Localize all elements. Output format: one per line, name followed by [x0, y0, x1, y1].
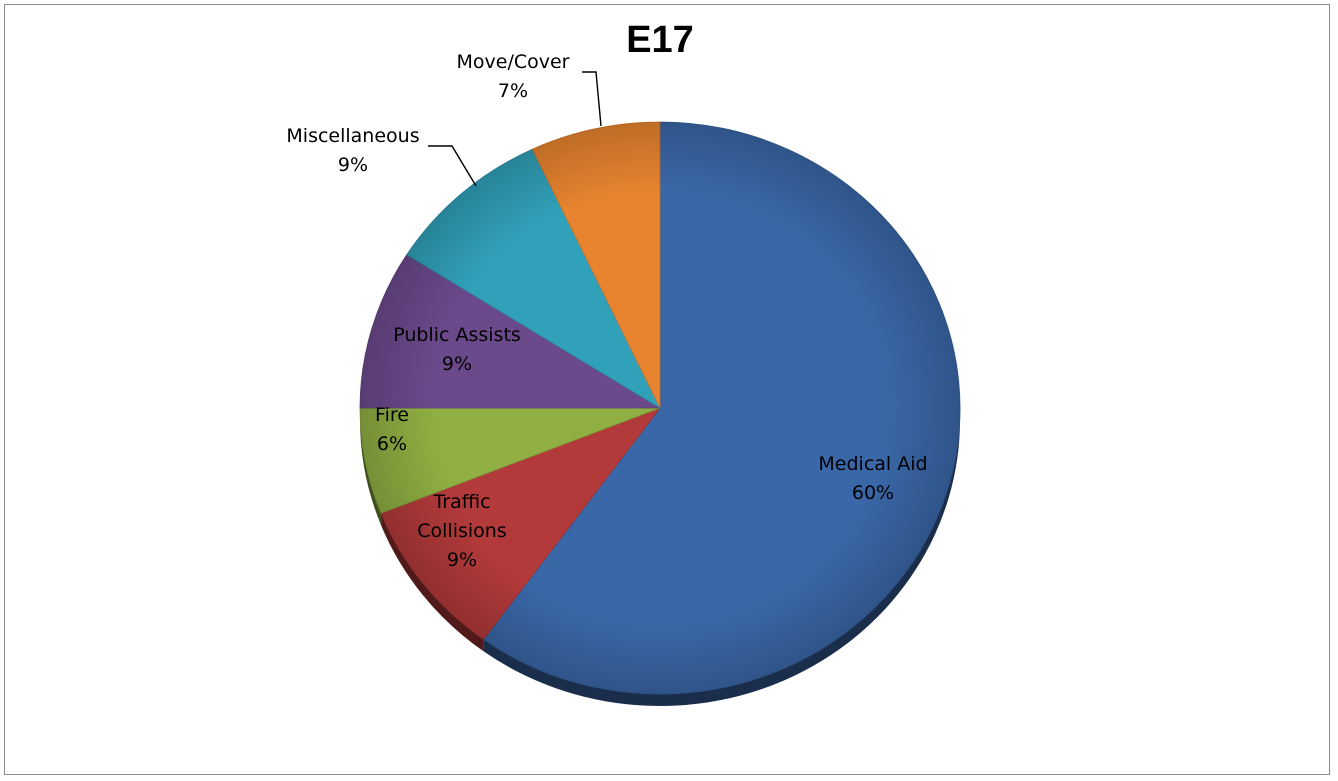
category-label-fire: Fire [375, 404, 409, 426]
value-label-medical-aid: 60% [852, 482, 894, 504]
value-label-miscellaneous: 9% [338, 154, 368, 176]
category-label-public-assists: Public Assists [393, 324, 521, 346]
category-label-miscellaneous: Miscellaneous [286, 125, 419, 147]
value-label-move-cover: 7% [498, 80, 528, 102]
chart-title: E17 [626, 19, 694, 61]
slice-side-fire [360, 408, 382, 526]
value-label-fire: 6% [377, 433, 407, 455]
leader-lines [428, 71, 602, 187]
pie-slices [359, 121, 961, 706]
leader-line-move-cover [582, 71, 602, 127]
pie-shading [360, 122, 960, 694]
category-label-move-cover: Move/Cover [457, 51, 570, 73]
value-label-traffic-collisions: 9% [447, 549, 477, 571]
value-label-public-assists: 9% [442, 353, 472, 375]
slice-labels: Medical Aid 60% Traffic Collisions 9% Fire 6% P… [286, 51, 927, 571]
leader-line-miscellaneous [428, 145, 477, 187]
slice-side-traffic-collisions [381, 513, 484, 652]
slice-side-medical-aid [483, 408, 960, 706]
category-label-traffic-collisions-line1: Traffic [432, 491, 490, 513]
category-label-traffic-collisions-line2: Collisions [417, 520, 506, 542]
category-label-medical-aid: Medical Aid [818, 453, 927, 475]
